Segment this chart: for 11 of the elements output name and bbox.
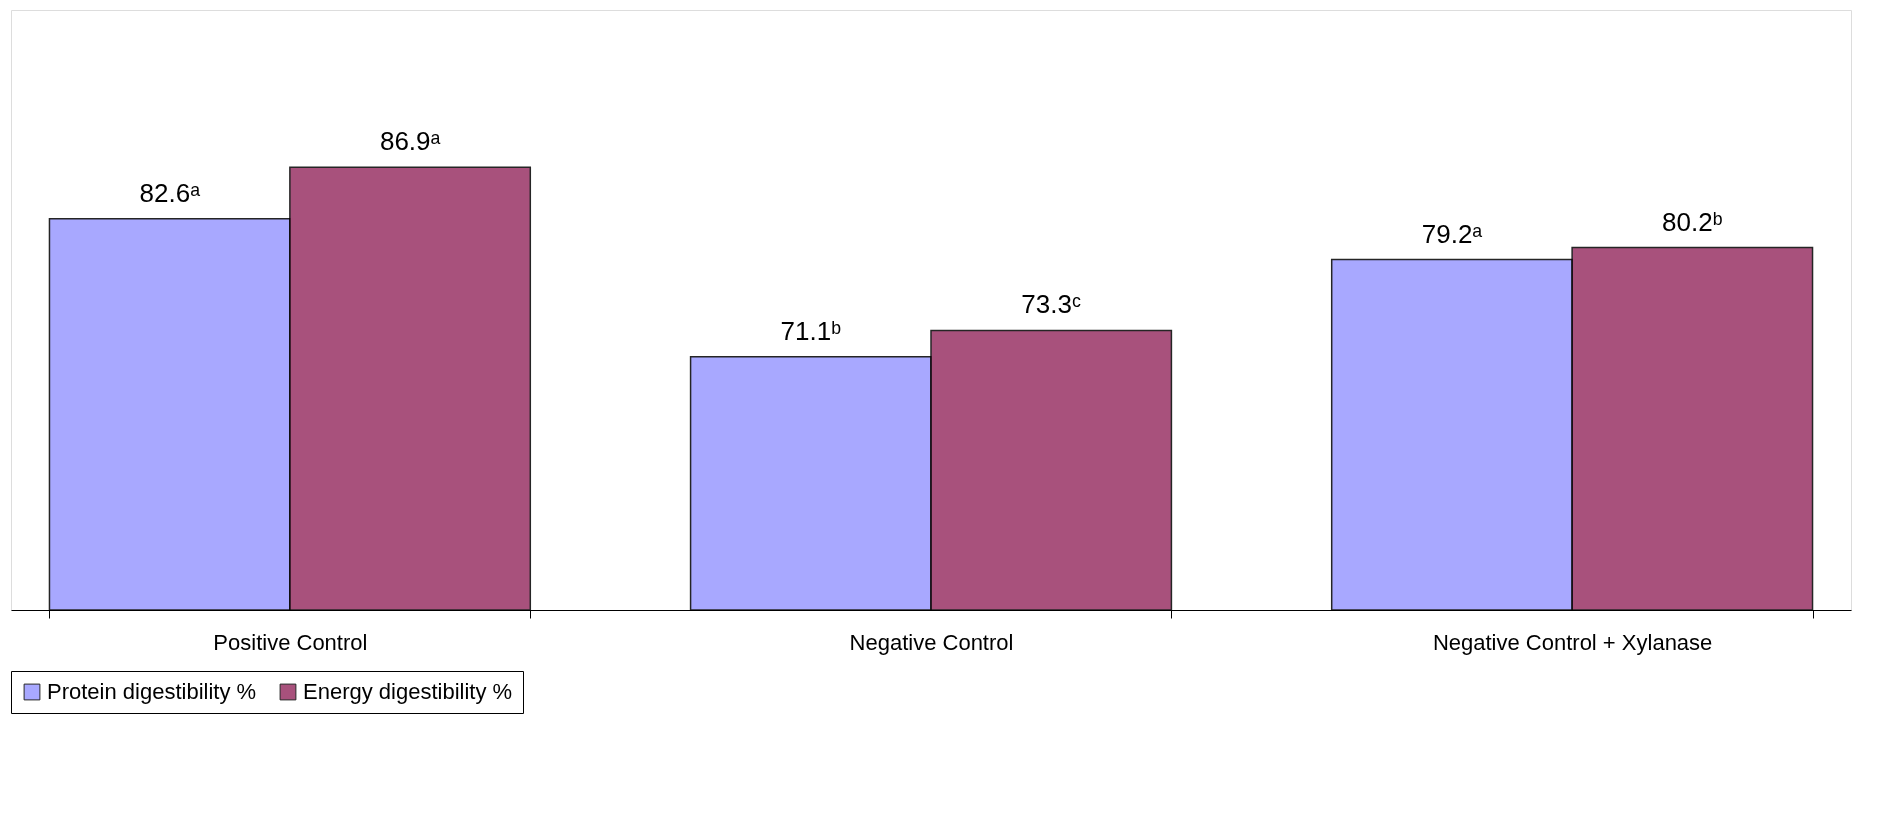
- x-tick-label: Negative Control: [849, 629, 1014, 655]
- data-label: 79.2ᵃ: [1421, 218, 1483, 249]
- legend-label: Protein digestibility %: [47, 679, 257, 704]
- data-label: 73.3ᶜ: [1021, 289, 1082, 320]
- x-tick-label: Negative Control + Xylanase: [1432, 629, 1713, 655]
- x-tick-label: Positive Control: [213, 629, 368, 655]
- data-label: 86.9ᵃ: [379, 126, 441, 157]
- data-label: 82.6ᵃ: [139, 177, 201, 208]
- data-label: 80.2ᵇ: [1662, 206, 1723, 237]
- legend-label: Energy digestibility %: [303, 679, 513, 704]
- data-label: 71.1ᵇ: [780, 315, 842, 346]
